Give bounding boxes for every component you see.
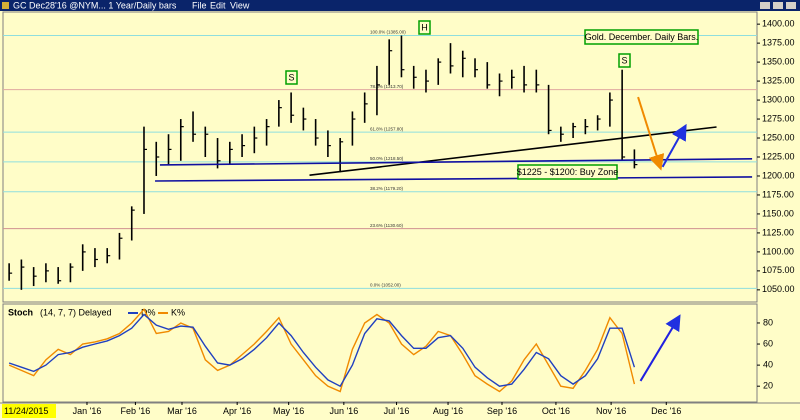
x-tick-label: Sep '16 — [487, 406, 517, 416]
annotation-box — [418, 20, 431, 35]
x-tick-label: Mar '16 — [167, 406, 197, 416]
legend-label: D% — [141, 307, 156, 317]
maximize-button[interactable] — [773, 2, 783, 9]
title-bar — [0, 0, 800, 11]
indicator-title: Stoch — [8, 307, 33, 317]
y-tick-label: 1075.00 — [762, 265, 795, 275]
x-tick-label: Jun '16 — [329, 406, 358, 416]
x-tick-label: Jul '16 — [384, 406, 410, 416]
annotations: S H S Gold. December. Daily Bars. $1225 … — [285, 20, 699, 180]
app-icon — [2, 2, 9, 9]
x-tick-label: Aug '16 — [433, 406, 463, 416]
stoch-panel — [2, 303, 758, 403]
annotation-head: H — [421, 22, 428, 32]
annotation-buy-zone: $1225 - $1200: Buy Zone — [517, 167, 619, 177]
y-tick-label: 1300.00 — [762, 94, 795, 104]
menu-view[interactable]: View — [230, 0, 250, 10]
window-title: GC Dec28'16 @NYM... 1 Year/Daily bars — [13, 0, 177, 10]
trend-line — [155, 176, 753, 182]
indicator-params: (14, 7, 7) Delayed — [40, 307, 112, 317]
y-tick-label: 1050.00 — [762, 284, 795, 294]
annotation-box — [618, 53, 631, 68]
start-date-label: 11/24/2015 — [4, 406, 48, 416]
annotation-box — [285, 70, 298, 85]
stoch-line — [8, 308, 636, 393]
x-tick-label: May '16 — [273, 406, 304, 416]
close-button[interactable] — [786, 2, 796, 9]
y-tick-label: 1400.00 — [762, 19, 795, 29]
annotation-note: Gold. December. Daily Bars. — [585, 32, 699, 42]
trend-line — [309, 126, 717, 177]
arrow — [639, 314, 681, 382]
x-tick-label: Feb '16 — [121, 406, 151, 416]
x-tick-label: Dec '16 — [651, 406, 681, 416]
annotation-box — [517, 164, 618, 180]
y-tick-label: 1275.00 — [762, 113, 795, 123]
y-tick-label: 1125.00 — [762, 227, 794, 237]
y-tick-label: 1350.00 — [762, 56, 795, 66]
stoch-chart: 20 40 60 80 Stoch (14, 7, 7) Delayed D% K% 11/24… — [2, 307, 773, 418]
y-tick-label: 40 — [763, 359, 773, 369]
y-tick-label: 1225.00 — [762, 151, 795, 161]
minimize-button[interactable] — [760, 2, 770, 9]
fib-label: 61.8% (1257.80) — [370, 126, 404, 131]
y-tick-label: 1175.00 — [762, 189, 794, 199]
y-tick-label: 80 — [763, 317, 773, 327]
y-tick-label: 1150.00 — [762, 208, 794, 218]
annotation-box — [584, 29, 699, 45]
start-date-highlight — [2, 404, 56, 418]
fib-label: 78.6% (1313.70) — [370, 84, 404, 89]
fib-label: 23.6% (1130.60) — [370, 223, 403, 228]
y-tick-label: 1325.00 — [762, 75, 795, 85]
y-tick-label: 1100.00 — [762, 246, 794, 256]
y-tick-label: 60 — [763, 338, 773, 348]
y-tick-label: 1250.00 — [762, 132, 795, 142]
menu-edit[interactable]: Edit — [210, 0, 226, 10]
y-tick-label: 1375.00 — [762, 38, 795, 48]
x-tick-label: Jan '16 — [73, 406, 102, 416]
fib-label: 100.0% (1385.00) — [370, 30, 406, 35]
x-tick-label: Apr '16 — [223, 406, 251, 416]
y-tick-label: 20 — [763, 381, 773, 391]
annotation-shoulder: S — [288, 72, 294, 82]
arrow — [661, 123, 687, 168]
legend-label: K% — [171, 307, 185, 317]
fib-label: 0.0% (1052.00) — [370, 283, 401, 288]
y-tick-label: 1200.00 — [762, 170, 795, 180]
menu-file[interactable]: File — [192, 0, 207, 10]
price-chart: 1050.00 1075.00 1100.00 1125.00 1150.00 1175.… — [3, 19, 795, 294]
stoch-line — [8, 313, 636, 388]
x-tick-label: Nov '16 — [596, 406, 626, 416]
fib-label: 38.2% (1179.20) — [370, 186, 403, 191]
arrow — [637, 96, 665, 171]
fib-label: 50.0% (1218.50) — [370, 156, 404, 161]
x-tick-label: Oct '16 — [542, 406, 570, 416]
annotation-shoulder: S — [621, 55, 627, 65]
